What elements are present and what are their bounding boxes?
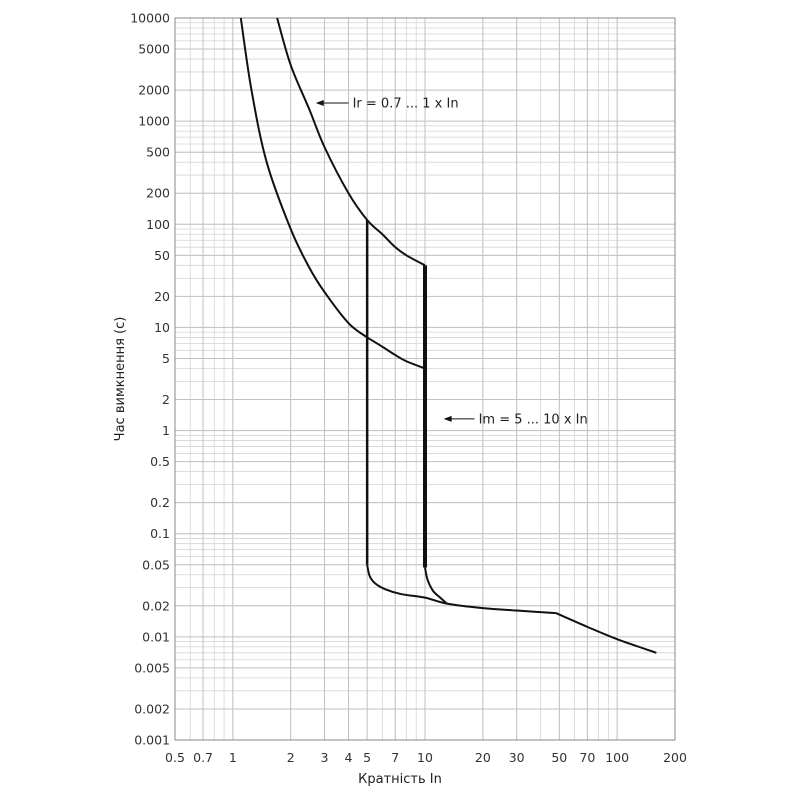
y-tick-label: 200	[146, 186, 170, 201]
y-tick-label: 0.005	[134, 660, 170, 675]
y-tick-label: 50	[154, 248, 170, 263]
x-tick-label: 2	[287, 750, 295, 765]
y-tick-label: 0.1	[150, 526, 170, 541]
x-axis-label: Кратність In	[358, 772, 442, 787]
x-tick-label: 10	[417, 750, 433, 765]
x-tick-labels: 0.5 0.7 1 2 3 4 5 7 10 20 30 50 70 100 200	[165, 750, 687, 765]
x-tick-label: 100	[605, 750, 629, 765]
x-tick-label: 30	[509, 750, 525, 765]
x-tick-label: 200	[663, 750, 687, 765]
plot-frame	[174, 17, 676, 741]
x-tick-label: 3	[321, 750, 329, 765]
y-tick-label: 10	[154, 320, 170, 335]
y-tick-label: 100	[146, 217, 170, 232]
y-tick-label: 1000	[138, 114, 170, 129]
trip-curve-segment-2	[366, 336, 426, 370]
x-tick-label: 4	[345, 750, 353, 765]
y-tick-label: 0.01	[142, 629, 170, 644]
x-tick-label: 5	[363, 750, 371, 765]
y-tick-labels: 0.001 0.002 0.005 0.01 0.02 0.05 0.1 0.2 0.5 1 2 5 1…	[130, 11, 170, 748]
trip-curve-segment-7	[424, 567, 448, 605]
x-tick-label: 1	[229, 750, 237, 765]
y-tick-label: 0.001	[134, 733, 170, 748]
y-tick-label: 5000	[138, 42, 170, 57]
y-axis-label: Час вимкнення (с)	[113, 317, 128, 442]
trip-curve-segment-1	[239, 17, 368, 339]
x-tick-label: 0.5	[165, 750, 185, 765]
x-tick-label: 7	[391, 750, 399, 765]
y-tick-label: 5	[162, 351, 170, 366]
x-tick-label: 20	[475, 750, 491, 765]
annotation-label-2: Im = 5 ... 10 x In	[479, 412, 588, 427]
y-tick-label: 0.02	[142, 598, 170, 613]
trip-curve-segment-6	[366, 564, 556, 615]
y-tick-label: 0.002	[134, 701, 170, 716]
annotation-label-1: Ir = 0.7 ... 1 x In	[353, 96, 459, 111]
y-tick-label: 500	[146, 145, 170, 160]
x-tick-label: 50	[551, 750, 567, 765]
trip-curves	[239, 17, 657, 654]
y-tick-label: 1	[162, 423, 170, 438]
annotation-arrow-head	[315, 99, 324, 106]
y-tick-label: 2000	[138, 83, 170, 98]
y-tick-label: 10000	[130, 11, 170, 26]
y-tick-label: 0.5	[150, 454, 170, 469]
x-tick-label: 70	[579, 750, 595, 765]
trip-curve-segment-8	[555, 612, 657, 654]
x-tick-label: 0.7	[193, 750, 213, 765]
y-tick-label: 0.05	[142, 557, 170, 572]
trip-curve-segment-3	[276, 17, 426, 267]
annotations: Ir = 0.7 ... 1 x In Im = 5 ... 10 x In	[315, 96, 588, 427]
y-tick-label: 20	[154, 289, 170, 304]
y-tick-label: 0.2	[150, 495, 170, 510]
annotation-arrow-head	[443, 415, 452, 422]
y-tick-label: 2	[162, 392, 170, 407]
